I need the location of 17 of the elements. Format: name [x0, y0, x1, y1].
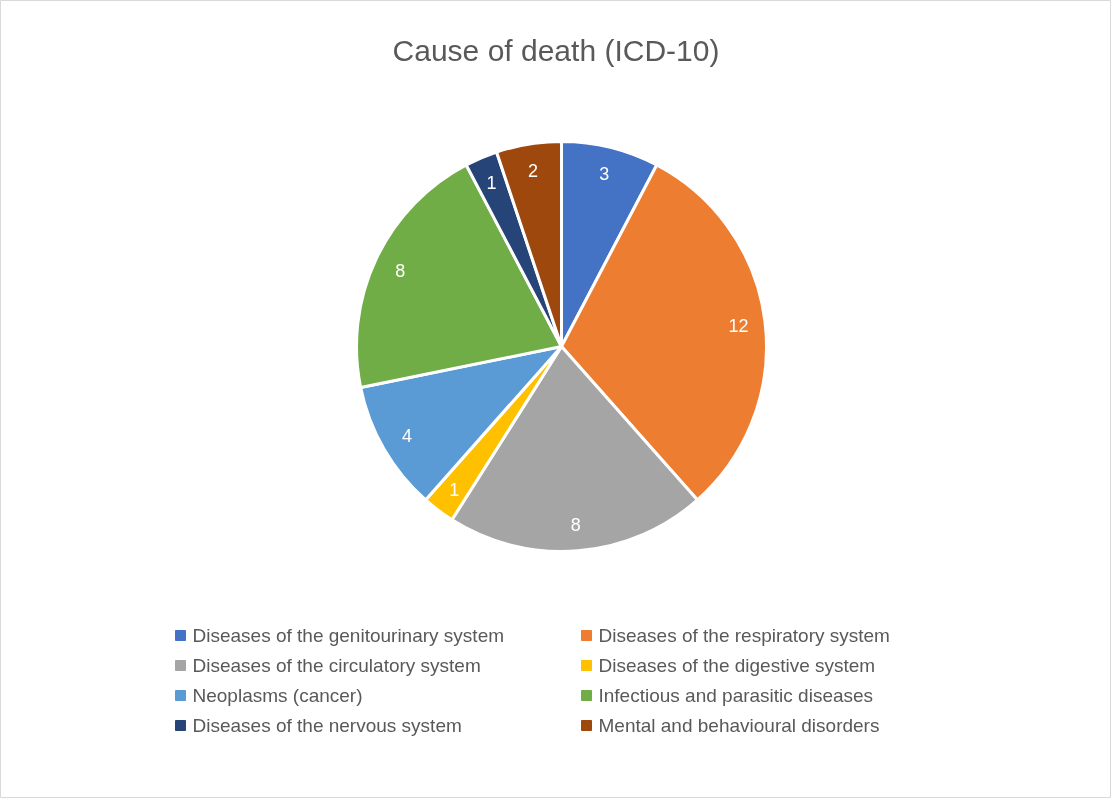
data-label: 4	[402, 426, 413, 447]
data-label: 2	[527, 160, 538, 181]
legend-label: Diseases of the circulatory system	[192, 655, 481, 676]
chart-title: Cause of death (ICD-10)	[392, 34, 720, 67]
data-label: 1	[486, 172, 497, 193]
legend-label: Diseases of the digestive system	[598, 655, 876, 676]
legend-label: Diseases of the nervous system	[192, 715, 462, 736]
data-label: 12	[728, 315, 749, 336]
legend-label: Neoplasms (cancer)	[192, 685, 363, 706]
legend-label: Diseases of the genitourinary system	[192, 625, 505, 646]
legend-label: Infectious and parasitic diseases	[598, 685, 874, 706]
data-label: 8	[395, 260, 406, 281]
data-label: 3	[599, 163, 610, 184]
legend-label: Diseases of the respiratory system	[598, 625, 890, 646]
legend-label: Mental and behavioural disorders	[598, 715, 880, 736]
data-label: 1	[449, 479, 460, 500]
data-label: 8	[570, 514, 581, 535]
